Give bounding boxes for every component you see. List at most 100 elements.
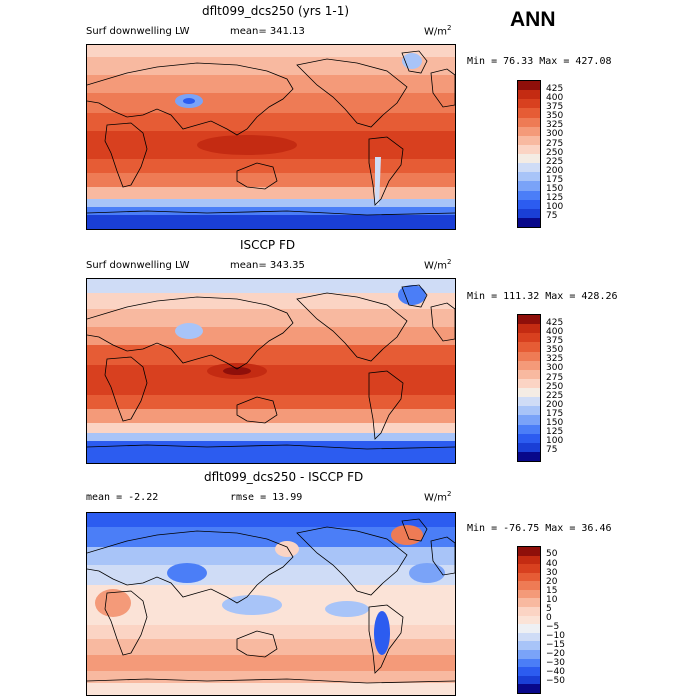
panel3-map — [86, 512, 456, 696]
panel2-colorbar-ticks: 425 400 375 350 325 300 275 250 225 200 … — [546, 314, 586, 460]
colorbar-swatch — [518, 172, 540, 182]
panel2-tick: 75 — [546, 445, 558, 455]
panel1-tick: 100 — [546, 202, 564, 212]
panel3-colorbar-ticks: 50 40 30 20 15 10 5 0 −5 −10 −15 −20 −30… — [546, 546, 586, 692]
panel2-tick: 425 — [546, 318, 564, 328]
panel3-minmax: Min = -76.75 Max = 36.46 — [467, 523, 612, 534]
panel1-map — [86, 44, 456, 230]
panel3-map-field — [87, 513, 455, 695]
colorbar-swatch — [518, 199, 540, 209]
panel1-tick: 75 — [546, 211, 558, 221]
panel2-tick: 300 — [546, 363, 564, 373]
colorbar-swatch — [518, 649, 540, 659]
panel1-tick: 400 — [546, 93, 564, 103]
panel3-tick: −30 — [546, 658, 565, 668]
colorbar-swatch — [518, 615, 540, 625]
panel2-tick: 375 — [546, 336, 564, 346]
colorbar-swatch — [518, 126, 540, 136]
panel1-tick: 150 — [546, 184, 564, 194]
colorbar-swatch — [518, 208, 540, 218]
colorbar-swatch — [518, 555, 540, 565]
season-label: ANN — [510, 8, 556, 31]
colorbar-swatch — [518, 589, 540, 599]
panel3-mean-label: mean = -2.22 — [86, 492, 159, 503]
colorbar-swatch — [518, 351, 540, 361]
colorbar-swatch — [518, 99, 540, 109]
colorbar-swatch — [518, 442, 540, 452]
panel2-tick: 150 — [546, 418, 564, 428]
colorbar-swatch — [518, 564, 540, 573]
colorbar-swatch — [518, 315, 540, 325]
panel3-tick: 30 — [546, 568, 558, 578]
panel3-tick: 20 — [546, 577, 558, 587]
panel1-variable-label: Surf downwelling LW — [86, 26, 190, 37]
panel2-variable-label: Surf downwelling LW — [86, 260, 190, 271]
colorbar-swatch — [518, 684, 540, 693]
colorbar-swatch — [518, 108, 540, 118]
panel1-tick: 325 — [546, 120, 564, 130]
colorbar-swatch — [518, 667, 540, 676]
panel2-units: W/m2 — [424, 258, 452, 272]
colorbar-swatch — [518, 658, 540, 668]
colorbar-swatch — [518, 451, 540, 461]
panel2-map — [86, 278, 456, 464]
panel1-colorbar — [517, 80, 541, 228]
colorbar-swatch — [518, 406, 540, 416]
panel1-title: dflt099_dcs250 (yrs 1-1) — [202, 4, 350, 18]
colorbar-swatch — [518, 217, 540, 227]
colorbar-swatch — [518, 572, 540, 582]
panel1-tick: 375 — [546, 102, 564, 112]
panel2-tick: 100 — [546, 436, 564, 446]
panel3-tick: 5 — [546, 604, 552, 614]
colorbar-swatch — [518, 378, 540, 388]
colorbar-swatch — [518, 324, 540, 334]
colorbar-swatch — [518, 135, 540, 145]
panel3-tick: −20 — [546, 649, 565, 659]
panel1-tick: 125 — [546, 193, 564, 203]
panel3-tick: −10 — [546, 631, 565, 641]
panel1-map-field — [87, 45, 455, 229]
panel2-tick: 350 — [546, 345, 564, 355]
panel1-tick: 350 — [546, 111, 564, 121]
panel2-tick: 325 — [546, 354, 564, 364]
panel1-tick: 225 — [546, 157, 564, 167]
panel2-colorbar — [517, 314, 541, 462]
colorbar-swatch — [518, 598, 540, 608]
colorbar-swatch — [518, 163, 540, 173]
colorbar-swatch — [518, 641, 540, 650]
colorbar-swatch — [518, 90, 540, 100]
panel3-title: dflt099_dcs250 - ISCCP FD — [204, 470, 364, 484]
colorbar-swatch — [518, 547, 540, 556]
colorbar-swatch — [518, 154, 540, 164]
panel1-tick: 275 — [546, 139, 564, 149]
colorbar-swatch — [518, 624, 540, 633]
panel3-tick: 50 — [546, 549, 558, 559]
colorbar-swatch — [518, 190, 540, 200]
panel3-rmse-label: rmse = 13.99 — [230, 492, 303, 503]
panel2-tick: 175 — [546, 409, 564, 419]
colorbar-swatch — [518, 424, 540, 434]
panel1-tick: 175 — [546, 175, 564, 185]
panel1-minmax: Min = 76.33 Max = 427.08 — [467, 56, 612, 67]
colorbar-swatch — [518, 388, 540, 398]
panel2-tick: 400 — [546, 327, 564, 337]
panel3-tick: −5 — [546, 622, 560, 632]
panel3-tick: 40 — [546, 559, 558, 569]
panel2-title: ISCCP FD — [240, 238, 296, 252]
panel1-tick: 200 — [546, 166, 564, 176]
colorbar-swatch — [518, 81, 540, 91]
panel2-tick: 225 — [546, 391, 564, 401]
panel2-tick: 125 — [546, 427, 564, 437]
panel2-tick: 250 — [546, 382, 564, 392]
panel2-tick: 275 — [546, 373, 564, 383]
colorbar-swatch — [518, 342, 540, 352]
panel2-map-field — [87, 279, 455, 463]
panel2-minmax: Min = 111.32 Max = 428.26 — [467, 291, 618, 302]
panel3-units: W/m2 — [424, 490, 452, 504]
panel1-tick: 300 — [546, 129, 564, 139]
panel3-tick: 0 — [546, 613, 552, 623]
colorbar-swatch — [518, 369, 540, 379]
panel3-tick: 15 — [546, 586, 558, 596]
panel2-mean-label: mean= 343.35 — [230, 260, 305, 271]
colorbar-swatch — [518, 433, 540, 443]
